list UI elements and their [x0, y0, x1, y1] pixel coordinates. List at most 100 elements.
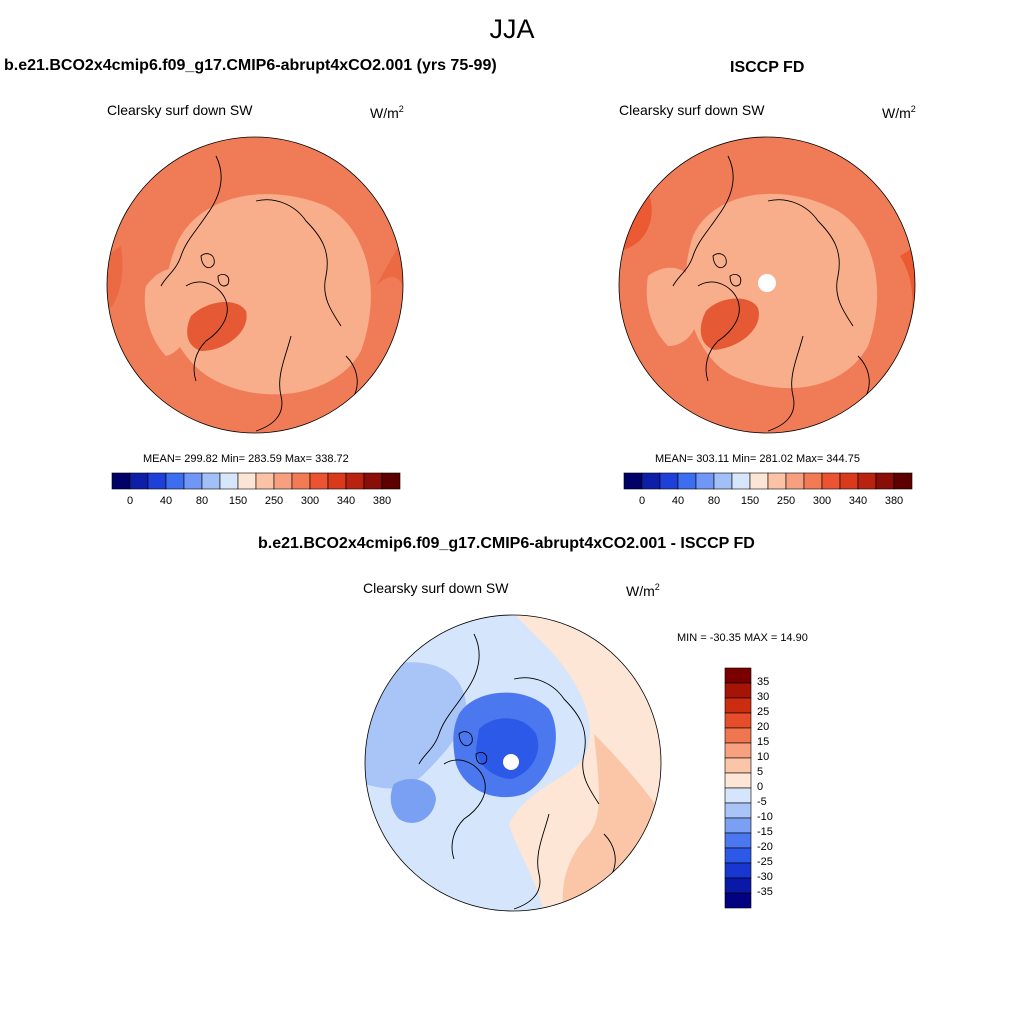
colorbar-swatch	[724, 787, 752, 804]
colorbar-swatch	[641, 472, 661, 490]
colorbar-swatch	[724, 772, 752, 789]
colorbar-swatch	[731, 472, 751, 490]
arctic-field	[165, 194, 371, 395]
colorbar-swatch	[785, 472, 805, 490]
colorbar-tick-label: 340	[336, 495, 356, 507]
colorbar-swatch	[363, 472, 383, 490]
colorbar-swatch	[724, 742, 752, 759]
panel-3-title: b.e21.BCO2x4cmip6.f09_g17.CMIP6-abrupt4x…	[258, 535, 755, 552]
colorbar-swatch	[129, 472, 149, 490]
colorbar-tick-label: 150	[228, 495, 248, 507]
colorbar-swatch	[677, 472, 697, 490]
colorbar-swatch	[724, 817, 752, 834]
panel-2-units: W/m2	[882, 104, 916, 121]
colorbar-swatch	[713, 472, 733, 490]
coastlines	[418, 633, 620, 910]
colorbar-tick-label: -15	[757, 826, 773, 838]
coastlines	[672, 155, 874, 432]
colorbar-tick-label: 380	[372, 495, 392, 507]
colorbar-swatch	[165, 472, 185, 490]
negative-field-west	[365, 662, 466, 789]
colorbar-tick-label: 340	[848, 495, 868, 507]
negative-canada	[390, 779, 436, 823]
colorbar-swatch	[345, 472, 365, 490]
colorbar-swatch	[724, 667, 752, 684]
colorbar-swatch	[237, 472, 257, 490]
colorbar-tick-label: 20	[757, 721, 770, 733]
colorbar-swatch	[857, 472, 877, 490]
colorbar-swatch	[219, 472, 239, 490]
colorbar-tick-label: 10	[757, 751, 770, 763]
panel-1-polar-map	[106, 136, 404, 434]
pole-hole	[758, 274, 776, 292]
colorbar-tick-label: 15	[757, 736, 770, 748]
colorbar-swatch	[695, 472, 715, 490]
colorbar-tick-label: 35	[757, 676, 770, 688]
colorbar-swatch	[724, 877, 752, 894]
colorbar-swatch	[724, 832, 752, 849]
colorbar-tick-label: -10	[757, 811, 773, 823]
canada-field	[144, 269, 193, 356]
colorbar-swatch	[803, 472, 823, 490]
colorbar-tick-label: 80	[195, 495, 209, 507]
left-edge-high	[107, 246, 123, 311]
colorbar-tick-label: 250	[776, 495, 796, 507]
panel-1-stats: MEAN= 299.82 Min= 283.59 Max= 338.72	[143, 453, 349, 465]
colorbar-swatch	[767, 472, 787, 490]
colorbar-swatch	[309, 472, 329, 490]
panel-1-title: b.e21.BCO2x4cmip6.f09_g17.CMIP6-abrupt4x…	[4, 57, 497, 74]
panel-3-variable: Clearsky surf down SW	[363, 580, 509, 596]
colorbar-swatch	[749, 472, 769, 490]
panel-2-polar-map	[618, 136, 916, 434]
colorbar-swatch	[327, 472, 347, 490]
colorbar-tick-label: 5	[757, 766, 764, 778]
colorbar-tick-label: 380	[884, 495, 904, 507]
colorbar-swatch	[724, 802, 752, 819]
colorbar-swatch	[381, 472, 401, 490]
panel-3-colorbar	[724, 667, 752, 909]
greenland-high	[700, 298, 759, 350]
colorbar-swatch	[147, 472, 167, 490]
colorbar-tick-label: 0	[638, 495, 646, 507]
colorbar-tick-label: 25	[757, 706, 770, 718]
colorbar-tick-label: 30	[757, 691, 770, 703]
colorbar-tick-label: 40	[671, 495, 685, 507]
panel-3-stats: MIN = -30.35 MAX = 14.90	[677, 632, 808, 644]
colorbar-swatch	[724, 682, 752, 699]
panel-1-units: W/m2	[370, 104, 404, 121]
negative-core	[476, 718, 539, 779]
canada-field	[646, 267, 699, 346]
figure-title: JJA	[489, 14, 535, 44]
panel-3-units: W/m2	[626, 582, 660, 599]
arctic-field	[685, 193, 878, 389]
colorbar-swatch	[724, 847, 752, 864]
colorbar-tick-label: 250	[264, 495, 284, 507]
colorbar-swatch	[839, 472, 859, 490]
colorbar-tick-label: 0	[126, 495, 134, 507]
colorbar-tick-label: -5	[757, 796, 767, 808]
colorbar-tick-label: -35	[757, 886, 773, 898]
colorbar-tick-label: 80	[707, 495, 721, 507]
colorbar-swatch	[273, 472, 293, 490]
colorbar-swatch	[255, 472, 275, 490]
colorbar-swatch	[893, 472, 913, 490]
panel-1-colorbar	[111, 472, 401, 490]
colorbar-tick-label: -20	[757, 841, 773, 853]
colorbar-tick-label: -30	[757, 871, 773, 883]
colorbar-tick-label: 0	[757, 781, 764, 793]
panel-3-polar-map	[364, 614, 662, 912]
colorbar-tick-label: 40	[159, 495, 173, 507]
colorbar-swatch	[821, 472, 841, 490]
colorbar-swatch	[875, 472, 895, 490]
colorbar-tick-label: 300	[812, 495, 832, 507]
colorbar-swatch	[183, 472, 203, 490]
colorbar-swatch	[724, 892, 752, 909]
colorbar-tick-label: 300	[300, 495, 320, 507]
colorbar-swatch	[623, 472, 643, 490]
panel-2-title: ISCCP FD	[730, 59, 805, 76]
colorbar-swatch	[724, 862, 752, 879]
colorbar-swatch	[291, 472, 311, 490]
colorbar-swatch	[724, 727, 752, 744]
panel-2-variable: Clearsky surf down SW	[619, 102, 765, 118]
panel-2-colorbar	[623, 472, 913, 490]
